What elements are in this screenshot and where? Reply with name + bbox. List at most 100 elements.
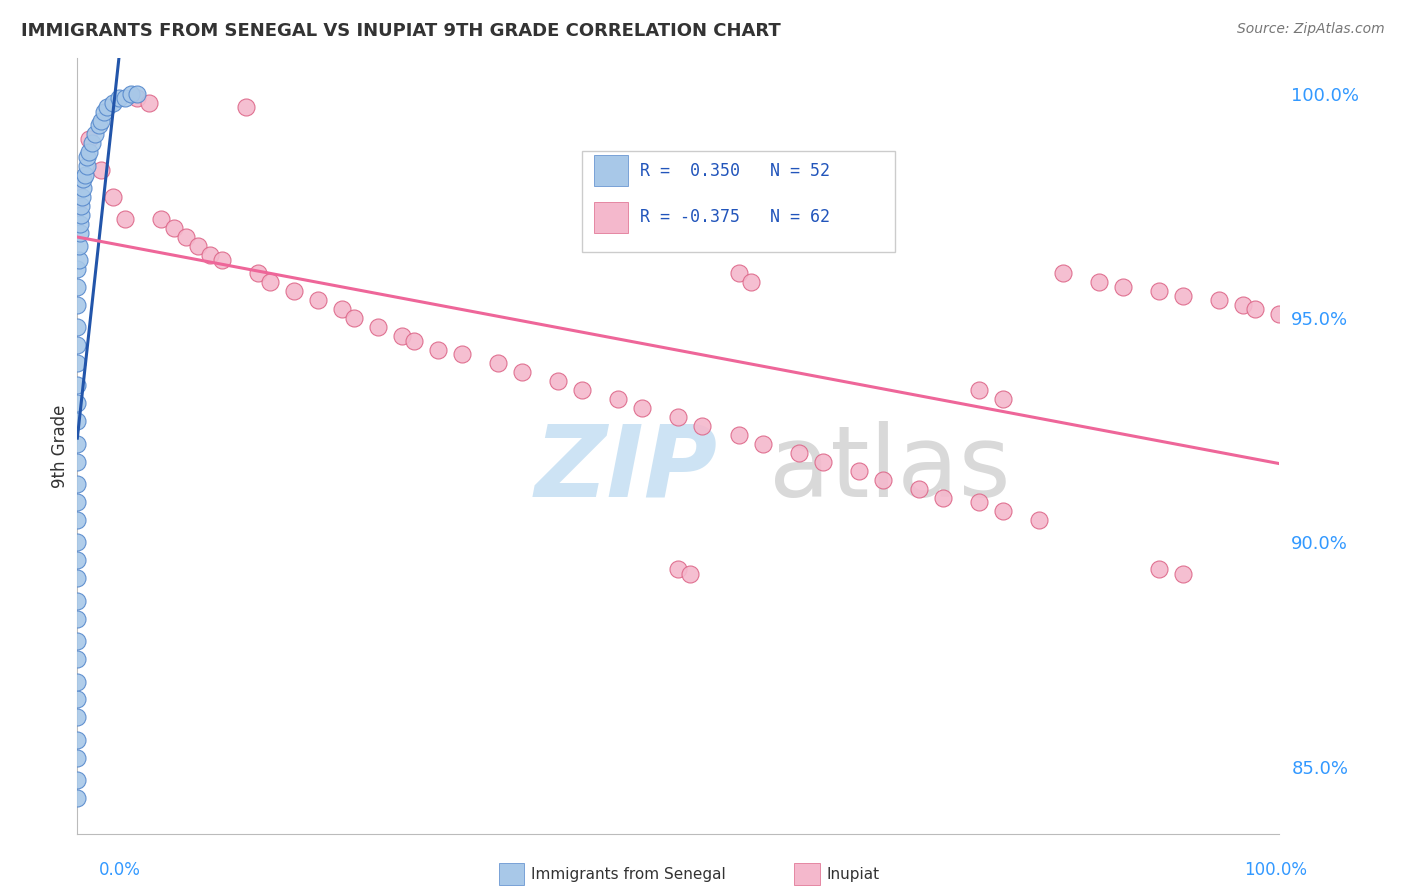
Point (72, 181, 94, 195)
Point (174, 230, 197, 244)
Point (1232, 298, 1254, 312)
Text: 100.0%: 100.0% (1244, 861, 1308, 879)
Point (114, 91, 136, 105)
FancyBboxPatch shape (595, 155, 628, 186)
Point (246, 266, 269, 280)
Point (727, 427, 749, 442)
Point (1112, 279, 1135, 293)
Point (727, 266, 749, 280)
Point (547, 374, 569, 388)
Point (66, 279, 89, 293)
Point (66, 495, 89, 509)
Point (66, 791, 89, 805)
Point (66, 199, 89, 213)
Point (451, 347, 474, 361)
Point (1173, 289, 1195, 303)
Point (211, 252, 233, 267)
Point (66, 177, 89, 191)
Point (66, 356, 89, 370)
Point (1268, 307, 1291, 321)
Point (150, 212, 173, 227)
Point (967, 383, 990, 397)
Point (1028, 513, 1050, 527)
Point (991, 504, 1014, 518)
Point (66, 652, 89, 666)
Point (908, 482, 931, 496)
Point (66, 710, 89, 724)
Text: IMMIGRANTS FROM SENEGAL VS INUPIAT 9TH GRADE CORRELATION CHART: IMMIGRANTS FROM SENEGAL VS INUPIAT 9TH G… (21, 22, 780, 40)
Point (66, 692, 89, 706)
Point (787, 446, 810, 460)
Point (66, 535, 89, 549)
Text: Inupiat: Inupiat (827, 867, 880, 881)
Point (66, 634, 89, 648)
Point (66, 513, 89, 527)
Point (343, 311, 366, 326)
Point (66, 674, 89, 689)
Point (67, 239, 90, 253)
Point (70, 199, 93, 213)
Point (991, 392, 1014, 406)
Point (103, 95, 125, 110)
Point (66, 773, 89, 788)
FancyBboxPatch shape (595, 202, 628, 233)
Point (932, 491, 955, 505)
Point (740, 275, 762, 289)
Point (631, 401, 654, 415)
Point (402, 334, 425, 348)
Point (66, 436, 89, 450)
Point (80, 136, 103, 151)
Point (66, 298, 89, 312)
Point (69, 226, 91, 240)
Point (93, 104, 115, 119)
Point (1088, 275, 1111, 289)
Point (872, 473, 894, 487)
Point (67, 252, 90, 267)
Text: atlas: atlas (769, 421, 1010, 517)
Point (66, 414, 89, 428)
Point (84, 127, 107, 141)
Point (96, 100, 118, 114)
Point (66, 553, 89, 567)
Point (66, 593, 89, 607)
Point (66, 396, 89, 410)
Point (66, 338, 89, 352)
Point (1244, 302, 1267, 317)
Text: R = -0.375   N = 62: R = -0.375 N = 62 (640, 208, 830, 226)
Point (1052, 266, 1074, 280)
Point (66, 751, 89, 765)
Point (66, 612, 89, 626)
Point (811, 455, 834, 469)
Point (138, 95, 160, 110)
Point (120, 87, 142, 101)
Point (69, 217, 91, 231)
Point (848, 464, 870, 478)
Point (103, 190, 125, 204)
Point (391, 329, 413, 343)
Point (79, 145, 101, 160)
Text: ZIP: ZIP (534, 421, 717, 517)
Point (72, 172, 94, 186)
Point (162, 221, 184, 235)
Text: R =  0.350   N = 52: R = 0.350 N = 52 (640, 161, 830, 179)
Point (198, 248, 221, 262)
Point (66, 320, 89, 334)
Point (66, 378, 89, 392)
FancyBboxPatch shape (582, 151, 894, 252)
Point (76, 159, 98, 173)
Point (607, 392, 630, 406)
Point (66, 732, 89, 747)
Point (692, 418, 714, 433)
Point (66, 455, 89, 469)
Text: 0.0%: 0.0% (98, 861, 141, 879)
Point (307, 293, 329, 308)
Point (283, 285, 305, 299)
Point (967, 495, 990, 509)
Point (66, 571, 89, 585)
Point (427, 343, 450, 357)
Point (1149, 562, 1171, 576)
Y-axis label: 9th Grade: 9th Grade (51, 404, 69, 488)
Point (668, 409, 690, 424)
Point (751, 436, 773, 450)
Point (79, 132, 101, 146)
